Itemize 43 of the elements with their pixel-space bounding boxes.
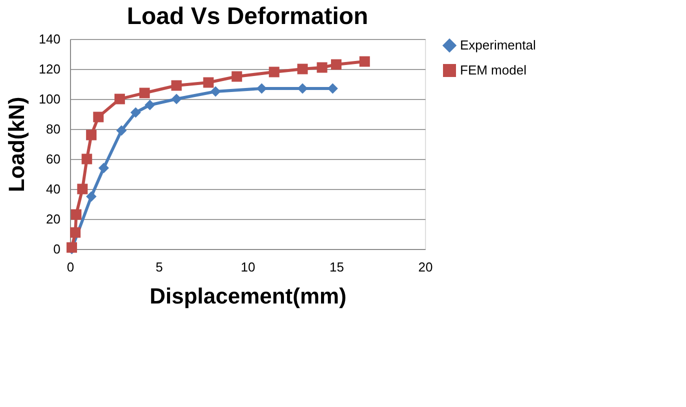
y-tick-label: 80 — [46, 122, 60, 136]
point — [268, 66, 280, 78]
point — [77, 184, 88, 194]
point — [114, 94, 125, 104]
point — [86, 130, 97, 140]
point — [116, 125, 127, 136]
point — [232, 71, 242, 82]
point — [70, 227, 81, 238]
x-tick-label: 0 — [66, 260, 74, 274]
x-tick-label: 20 — [418, 260, 433, 274]
legend-label: FEM model — [460, 62, 527, 78]
point — [86, 191, 97, 202]
x-tick-label: 15 — [330, 260, 344, 274]
y-tick-label: 20 — [46, 212, 60, 226]
point — [331, 59, 342, 70]
point — [130, 107, 141, 118]
point — [203, 77, 214, 88]
y-tick-label: 140 — [38, 32, 60, 46]
y-tick-label: 100 — [38, 92, 60, 106]
point — [297, 83, 308, 94]
legend-label: Experimental — [460, 38, 536, 52]
point — [144, 100, 156, 110]
point — [139, 88, 150, 98]
point — [171, 94, 182, 104]
x-tick-label: 10 — [240, 260, 256, 274]
y-tick-label: 0 — [53, 242, 60, 256]
point — [171, 80, 182, 91]
y-tick-label: 40 — [46, 182, 60, 196]
point — [297, 64, 308, 74]
point — [82, 154, 92, 164]
point — [359, 56, 370, 67]
point — [70, 209, 82, 220]
point — [93, 112, 104, 122]
point — [98, 162, 109, 174]
x-axis-title: Displacement(mm) — [150, 284, 346, 308]
y-axis-title: Load(kN) — [4, 96, 29, 192]
x-tick-label: 5 — [156, 260, 163, 274]
y-tick-label: 120 — [38, 62, 60, 76]
point — [210, 86, 221, 97]
point — [256, 83, 267, 94]
chart-title: Load Vs Deformation — [126, 3, 368, 30]
point — [316, 62, 328, 73]
y-tick-label: 60 — [46, 152, 60, 166]
